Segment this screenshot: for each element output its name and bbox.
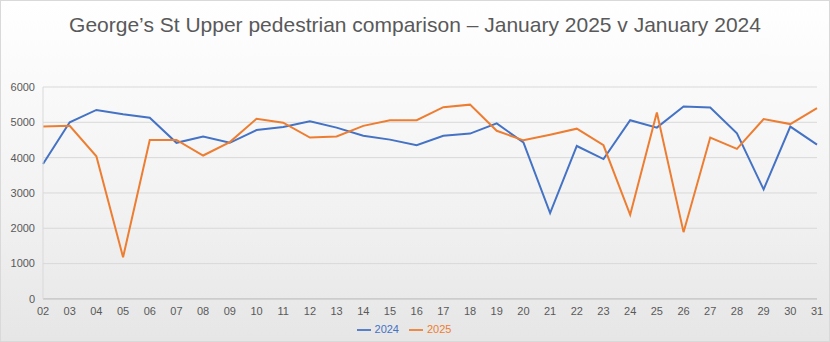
svg-text:6000: 6000 xyxy=(11,81,35,93)
svg-text:3000: 3000 xyxy=(11,187,35,199)
svg-text:08: 08 xyxy=(197,305,209,317)
svg-text:22: 22 xyxy=(571,305,583,317)
svg-text:06: 06 xyxy=(144,305,156,317)
svg-text:24: 24 xyxy=(624,305,636,317)
svg-text:11: 11 xyxy=(277,305,288,317)
svg-text:10: 10 xyxy=(250,305,262,317)
svg-text:12: 12 xyxy=(304,305,316,317)
html-text:2024: 2024 xyxy=(374,322,399,335)
svg-text:5000: 5000 xyxy=(11,116,35,128)
svg-text:23: 23 xyxy=(597,305,609,317)
svg-text:07: 07 xyxy=(170,305,182,317)
svg-text:13: 13 xyxy=(330,305,342,317)
svg-text:26: 26 xyxy=(677,305,689,317)
svg-text:4000: 4000 xyxy=(11,152,35,164)
svg-text:19: 19 xyxy=(491,305,503,317)
svg-text:31: 31 xyxy=(811,305,822,317)
svg-text:25: 25 xyxy=(651,305,663,317)
svg-text:28: 28 xyxy=(731,305,743,317)
svg-text:30: 30 xyxy=(784,305,796,317)
svg-text:20: 20 xyxy=(517,305,529,317)
svg-text:14: 14 xyxy=(357,305,369,317)
svg-text:27: 27 xyxy=(704,305,716,317)
svg-text:17: 17 xyxy=(437,305,449,317)
svg-text:02: 02 xyxy=(37,305,49,317)
svg-text:0: 0 xyxy=(29,293,35,305)
html-text:2025: 2025 xyxy=(427,322,452,335)
svg-text:16: 16 xyxy=(411,305,423,317)
svg-text:1000: 1000 xyxy=(11,257,35,269)
svg-text:18: 18 xyxy=(464,305,476,317)
svg-text:2000: 2000 xyxy=(11,222,35,234)
svg-text:21: 21 xyxy=(544,305,556,317)
svg-text:15: 15 xyxy=(384,305,396,317)
svg-text:03: 03 xyxy=(64,305,76,317)
html-text:George’s St Upper pedestrian c: George’s St Upper pedestrian comparison … xyxy=(69,13,761,36)
svg-text:04: 04 xyxy=(90,305,102,317)
svg-text:09: 09 xyxy=(224,305,236,317)
svg-text:29: 29 xyxy=(757,305,769,317)
svg-text:05: 05 xyxy=(117,305,129,317)
